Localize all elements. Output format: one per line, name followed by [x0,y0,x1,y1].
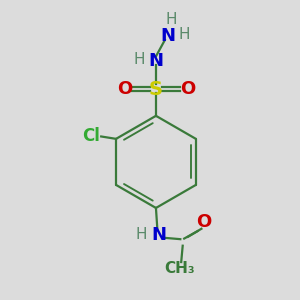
Text: O: O [117,80,132,98]
Text: O: O [196,213,211,231]
Text: N: N [160,27,175,45]
Text: H: H [135,227,147,242]
Text: O: O [180,80,195,98]
Text: H: H [134,52,145,67]
Text: Cl: Cl [82,128,100,146]
Text: N: N [152,226,166,244]
Text: H: H [165,12,177,27]
Text: H: H [178,27,190,42]
Text: N: N [148,52,164,70]
Text: S: S [149,80,163,99]
Text: CH₃: CH₃ [164,261,195,276]
